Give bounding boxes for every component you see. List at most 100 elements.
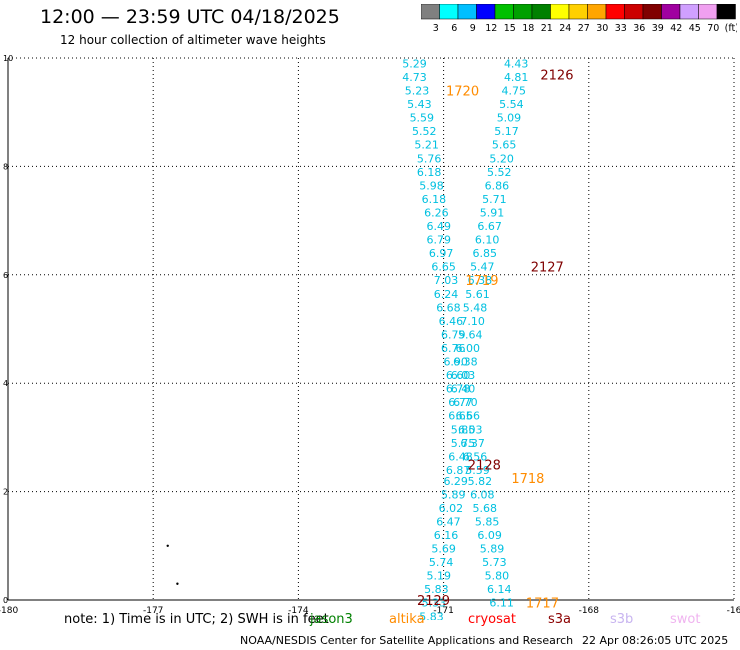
legend-s3a: s3a bbox=[548, 612, 572, 627]
wave-height-value: 4.81 bbox=[504, 71, 529, 84]
x-tick-label: -168 bbox=[579, 606, 600, 616]
colorbar-swatch bbox=[716, 4, 736, 20]
colorbar-label: 3 bbox=[433, 23, 439, 34]
wave-height-value: 6.65 bbox=[448, 410, 473, 423]
wave-height-value: 6.03 bbox=[458, 423, 483, 436]
wave-height-value: 5.52 bbox=[487, 166, 512, 179]
colorbar-label: 45 bbox=[689, 23, 701, 34]
wave-height-value: 5.89 bbox=[480, 543, 505, 556]
wave-height-value: 5.71 bbox=[482, 193, 507, 206]
wave-height-value: 5.83 bbox=[419, 610, 444, 620]
wave-height-value: 5.43 bbox=[407, 98, 432, 111]
altimeter-plot: -180-177-174-171-168-1602468105.294.735.… bbox=[0, 54, 740, 620]
pass-time-label: 2128 bbox=[468, 459, 501, 474]
legend-s3b: s3b bbox=[610, 612, 634, 627]
wave-height-value: 6.00 bbox=[456, 342, 481, 355]
wave-height-value: 5.21 bbox=[414, 139, 439, 152]
wave-height-value: 5.85 bbox=[475, 515, 500, 528]
colorbar-label: 42 bbox=[670, 23, 682, 34]
wave-height-value: 5.17 bbox=[494, 125, 519, 138]
wave-height-value: 4.43 bbox=[504, 57, 529, 70]
wave-height-value: 5.29 bbox=[402, 57, 427, 70]
pass-time-label: 1719 bbox=[465, 274, 498, 289]
wave-height-value: 6.03 bbox=[451, 369, 476, 382]
wave-height-value: 5.73 bbox=[482, 556, 507, 569]
wave-height-value: 6.79 bbox=[441, 328, 466, 341]
wave-height-value: 5.61 bbox=[465, 288, 490, 301]
pass-time-label: 2127 bbox=[531, 261, 564, 276]
wave-height-value: 5.65 bbox=[492, 139, 517, 152]
wave-height-value: 6.60 bbox=[446, 369, 471, 382]
wave-height-value: 6.56 bbox=[463, 450, 488, 463]
wave-height-value: 6.40 bbox=[451, 383, 476, 396]
wave-height-value: 6.70 bbox=[453, 396, 478, 409]
wave-height-value: 6.67 bbox=[477, 220, 502, 233]
observation-dot bbox=[176, 582, 179, 585]
colorbar-label: 12 bbox=[485, 23, 497, 34]
wave-height-value: 6.11 bbox=[489, 597, 514, 610]
wave-height-value: 6.90 bbox=[443, 356, 468, 369]
colorbar-label: 70 bbox=[707, 23, 719, 34]
observation-dot bbox=[166, 544, 169, 547]
wave-height-value: 5.48 bbox=[463, 301, 488, 314]
wave-height-value: 6.14 bbox=[487, 583, 512, 596]
pass-time-label: 1717 bbox=[526, 597, 559, 612]
colorbar-label: 27 bbox=[578, 23, 590, 34]
wave-height-value: 6.10 bbox=[475, 234, 500, 247]
pass-time-label: 2129 bbox=[417, 594, 450, 609]
y-tick-label: 10 bbox=[3, 54, 13, 63]
colorbar-label: 36 bbox=[633, 23, 645, 34]
x-tick-label: -180 bbox=[0, 606, 18, 616]
colorbar-label: 6 bbox=[451, 23, 457, 34]
wave-height-value: 7.03 bbox=[434, 274, 459, 287]
wave-height-value: 5.47 bbox=[470, 261, 495, 274]
wave-height-value: 5.80 bbox=[485, 570, 510, 583]
colorbar-label: 15 bbox=[504, 23, 516, 34]
wave-height-value: 6.18 bbox=[422, 193, 447, 206]
wave-height-value: 5.09 bbox=[497, 112, 522, 125]
wave-height-value: 6.85 bbox=[472, 247, 497, 260]
page-subtitle: 12 hour collection of altimeter wave hei… bbox=[60, 33, 326, 47]
wave-height-value: 6.38 bbox=[468, 274, 493, 287]
wave-height-value: 5.75 bbox=[451, 437, 476, 450]
wave-height-value: 5.69 bbox=[431, 543, 456, 556]
wave-height-value: 6.86 bbox=[485, 179, 510, 192]
wave-height-value: 5.33 bbox=[422, 597, 447, 610]
wave-height-value: 5.74 bbox=[429, 556, 454, 569]
wave-height-value: 5.91 bbox=[480, 206, 505, 219]
pass-time-label: 1718 bbox=[511, 472, 544, 487]
wave-height-value: 6.16 bbox=[434, 529, 459, 542]
pass-time-label: 1720 bbox=[446, 85, 479, 100]
y-tick-label: 0 bbox=[3, 596, 8, 605]
wave-height-value: 5.85 bbox=[451, 423, 476, 436]
colorbar-label: (ft) bbox=[725, 23, 737, 34]
credit-time: 22 Apr 08:26:05 UTC 2025 bbox=[582, 634, 729, 647]
x-tick-label: -174 bbox=[288, 606, 309, 616]
colorbar-label: 24 bbox=[559, 23, 571, 34]
wave-height-value: 4.75 bbox=[502, 85, 527, 98]
colorbar-label: 18 bbox=[522, 23, 534, 34]
y-tick-label: 6 bbox=[3, 271, 8, 280]
wave-height-value: 6.77 bbox=[448, 396, 473, 409]
x-tick-label: -16 bbox=[727, 606, 740, 616]
wave-height-value: 6.37 bbox=[460, 437, 485, 450]
x-tick-label: -177 bbox=[143, 606, 163, 616]
wave-height-value: 6.87 bbox=[446, 464, 471, 477]
wave-height-value: 5.20 bbox=[489, 152, 514, 165]
wave-height-value: 6.49 bbox=[427, 220, 452, 233]
wave-height-value: 5.54 bbox=[499, 98, 524, 111]
colorbar-label: 33 bbox=[615, 23, 627, 34]
wave-height-value: 6.68 bbox=[436, 301, 461, 314]
legend-altika: altika bbox=[389, 612, 425, 627]
wave-height-value: 7.10 bbox=[460, 315, 485, 328]
wave-height-value: 6.26 bbox=[424, 206, 449, 219]
y-tick-label: 2 bbox=[3, 488, 8, 497]
wave-height-value: 5.89 bbox=[441, 488, 466, 501]
wave-height-value: 6.02 bbox=[439, 502, 464, 515]
wave-height-value: 6.66 bbox=[456, 410, 481, 423]
wave-height-value: 5.82 bbox=[468, 475, 493, 488]
wave-height-value: 6.78 bbox=[446, 383, 471, 396]
page-title: 12:00 — 23:59 UTC 04/18/2025 bbox=[40, 6, 340, 28]
pass-time-label: 2126 bbox=[540, 68, 573, 83]
y-tick-label: 4 bbox=[3, 379, 8, 388]
